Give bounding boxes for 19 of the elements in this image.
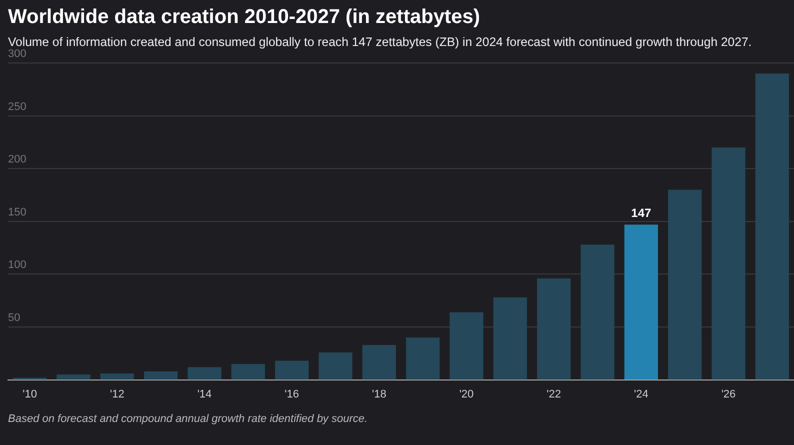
chart-subtitle: Volume of information created and consumed globally to reach 147 zettabytes (ZB) in 2024 forecast with continued growth through 2027. — [8, 35, 753, 49]
data-label: 147 — [631, 206, 652, 220]
x-tick-label: '22 — [546, 388, 562, 400]
chart-title: Worldwide data creation 2010-2027 (in zettabytes) — [8, 6, 482, 29]
x-tick-label: '14 — [197, 388, 212, 400]
y-tick-label: 150 — [8, 206, 26, 218]
x-tick-label: '10 — [22, 388, 38, 400]
y-tick-label: 50 — [8, 312, 20, 324]
x-tick-label: '18 — [372, 388, 386, 400]
y-tick-label: 250 — [8, 100, 26, 113]
x-tick-label: '24 — [634, 388, 648, 400]
x-tick-label: '12 — [110, 388, 124, 400]
x-tick-label: '20 — [459, 388, 474, 400]
x-tick-label: '26 — [721, 388, 736, 400]
y-tick-label: 200 — [8, 154, 26, 166]
y-tick-label: 100 — [8, 259, 26, 272]
text: Based on forecast and compound annual growth rate identified by source. — [8, 413, 369, 425]
x-tick-label: '16 — [284, 388, 300, 400]
y-tick-label: 300 — [8, 48, 26, 60]
